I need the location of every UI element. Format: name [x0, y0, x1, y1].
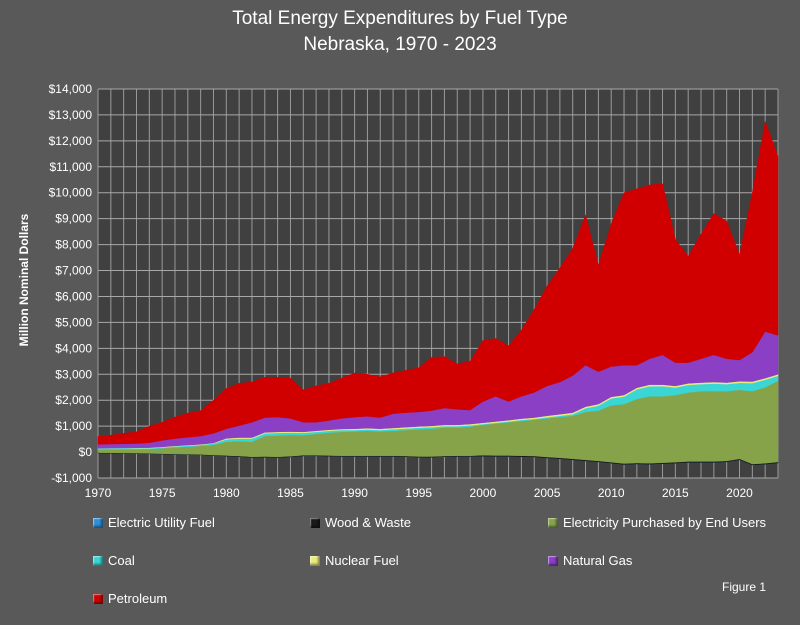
y-tick-label: $3,000 [55, 367, 92, 381]
x-tick-label: 1985 [277, 486, 304, 500]
legend-wood-waste: Wood & Waste [310, 515, 411, 530]
figure-label: Figure 1 [722, 580, 767, 594]
chart-subtitle: Nebraska, 1970 - 2023 [303, 34, 497, 55]
legend-label: Nuclear Fuel [325, 553, 399, 568]
y-tick-label: -$1,000 [51, 471, 92, 485]
x-tick-label: 1970 [85, 486, 112, 500]
y-tick-label: $8,000 [55, 238, 92, 252]
x-tick-label: 2000 [470, 486, 497, 500]
y-tick-label: $1,000 [55, 419, 92, 433]
legend-nuclear-fuel: Nuclear Fuel [310, 553, 399, 568]
legend-natural-gas: Natural Gas [548, 553, 632, 568]
legend-petroleum: Petroleum [93, 591, 167, 606]
x-tick-label: 1995 [405, 486, 432, 500]
legend-label: Electricity Purchased by End Users [563, 515, 767, 530]
x-tick-label: 1975 [149, 486, 176, 500]
legend-label: Electric Utility Fuel [108, 515, 215, 530]
x-tick-label: 2015 [662, 486, 689, 500]
y-tick-label: $0 [79, 445, 93, 459]
y-tick-label: $2,000 [55, 393, 92, 407]
legend-label: Coal [108, 553, 135, 568]
legend-swatch [548, 517, 558, 528]
y-tick-label: $10,000 [49, 186, 93, 200]
x-tick-label: 2020 [726, 486, 753, 500]
legend-swatch [93, 593, 103, 604]
legend-swatch [93, 517, 103, 528]
legend-swatch [310, 555, 320, 566]
y-tick-label: $4,000 [55, 341, 92, 355]
y-tick-label: $11,000 [50, 160, 93, 174]
legend-label: Natural Gas [563, 553, 633, 568]
legend-swatch [548, 555, 558, 566]
y-tick-label: $12,000 [49, 134, 93, 148]
x-tick-label: 2005 [534, 486, 561, 500]
chart-title: Total Energy Expenditures by Fuel Type [232, 8, 568, 29]
y-tick-label: $13,000 [49, 108, 93, 122]
legend-swatch [310, 517, 320, 528]
y-tick-label: $7,000 [55, 264, 92, 278]
x-tick-label: 1990 [341, 486, 368, 500]
y-tick-label: $6,000 [55, 289, 92, 303]
area-petroleum [97, 121, 779, 445]
y-tick-label: $14,000 [49, 82, 93, 96]
y-tick-label: $9,000 [55, 212, 92, 226]
legend-coal: Coal [93, 553, 135, 568]
legend-electric-utility-fuel: Electric Utility Fuel [93, 515, 215, 530]
y-tick-label: $5,000 [55, 315, 92, 329]
legend-label: Wood & Waste [325, 515, 411, 530]
legend-label: Petroleum [108, 591, 168, 606]
x-tick-label: 1980 [213, 486, 240, 500]
legend-electricity-purchased: Electricity Purchased by End Users [548, 515, 766, 530]
x-tick-label: 2010 [598, 486, 625, 500]
legend-swatch [93, 555, 103, 566]
